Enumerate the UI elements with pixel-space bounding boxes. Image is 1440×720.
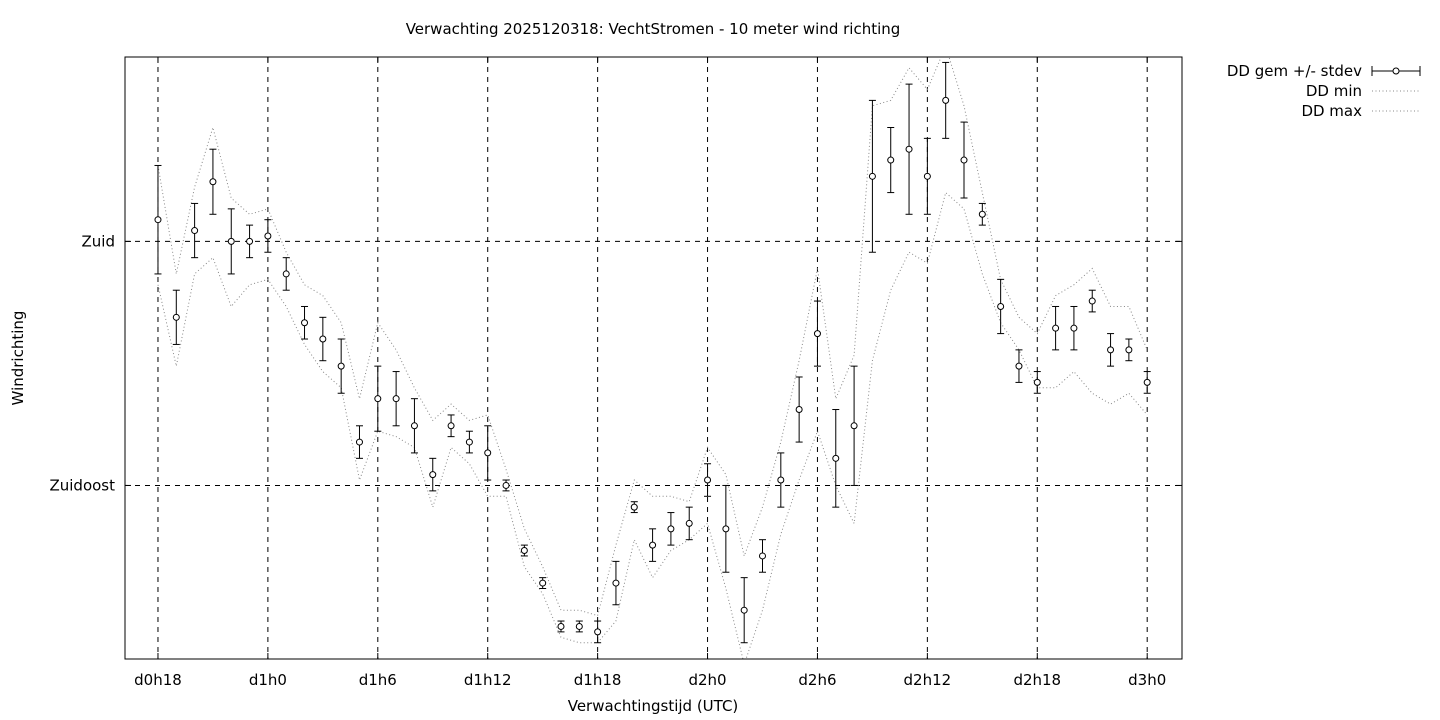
data-point — [887, 156, 895, 164]
data-point — [246, 237, 254, 245]
legend: DD gem +/- stdev DD min DD max — [1227, 62, 1421, 120]
x-tick-label: d3h0 — [1128, 671, 1166, 689]
x-ticks: d0h18 d1h0 d1h6 d1h12 d1h18 d2h0 d2h6 d2h12 d2h1… — [134, 57, 1166, 689]
data-point — [465, 438, 473, 446]
data-point — [832, 454, 840, 462]
data-point — [429, 471, 437, 479]
data-point — [997, 302, 1005, 310]
data-point — [795, 406, 803, 414]
data-point — [594, 628, 602, 636]
data-point — [264, 232, 272, 240]
legend-point — [1392, 67, 1400, 75]
dd-min-line — [157, 191, 1148, 659]
data-point — [172, 313, 180, 321]
legend-label-min: DD min — [1306, 82, 1362, 100]
data-point — [1125, 346, 1133, 354]
data-point — [447, 422, 455, 430]
data-point — [319, 335, 327, 343]
data-point — [813, 330, 821, 338]
data-point — [1052, 324, 1060, 332]
data-point — [1143, 378, 1151, 386]
data-point — [1088, 297, 1096, 305]
data-point — [777, 476, 785, 484]
data-point — [758, 552, 766, 560]
legend-label-max: DD max — [1301, 102, 1362, 120]
data-point — [191, 227, 199, 235]
x-tick-label: d2h18 — [1013, 671, 1061, 689]
data-point — [410, 422, 418, 430]
y-tick-label: Zuidoost — [49, 476, 115, 494]
x-tick-label: d0h18 — [134, 671, 182, 689]
data-point — [722, 525, 730, 533]
data-point — [557, 622, 565, 630]
data-point — [520, 547, 528, 555]
y-ticks: Zuidoost Zuid — [49, 232, 1182, 494]
chart-title: Verwachting 2025120318: VechtStromen - 1… — [406, 20, 901, 38]
y-tick-label: Zuid — [82, 232, 115, 250]
data-point — [630, 503, 638, 511]
series-dd-mean-stdev — [154, 61, 1151, 644]
x-tick-label: d2h0 — [688, 671, 726, 689]
data-point — [374, 395, 382, 403]
series-dd-min — [157, 191, 1148, 659]
data-point — [502, 481, 510, 489]
data-point — [649, 541, 657, 549]
data-point — [960, 156, 968, 164]
data-point — [301, 319, 309, 327]
data-point — [337, 362, 345, 370]
data-point — [1015, 362, 1023, 370]
data-point — [1070, 324, 1078, 332]
x-tick-label: d1h6 — [359, 671, 397, 689]
data-point — [978, 210, 986, 218]
legend-label-mean: DD gem +/- stdev — [1227, 62, 1362, 80]
data-point — [1033, 378, 1041, 386]
x-tick-label: d1h18 — [574, 671, 622, 689]
data-point — [392, 395, 400, 403]
data-point — [942, 96, 950, 104]
plot-frame — [124, 56, 1183, 660]
x-tick-label: d2h6 — [798, 671, 836, 689]
series-dd-max — [157, 57, 1148, 617]
data-point — [154, 216, 162, 224]
x-tick-label: d1h0 — [249, 671, 287, 689]
data-point — [355, 438, 363, 446]
data-point — [227, 237, 235, 245]
grid-lines — [125, 57, 1182, 659]
data-point — [209, 178, 217, 186]
data-point — [282, 270, 290, 278]
x-tick-label: d1h12 — [464, 671, 512, 689]
data-point — [612, 579, 620, 587]
x-tick-label: d2h12 — [904, 671, 952, 689]
y-axis-label: Windrichting — [9, 311, 27, 406]
data-point — [740, 606, 748, 614]
data-point — [923, 172, 931, 180]
data-point — [1107, 346, 1115, 354]
data-point — [850, 422, 858, 430]
data-point — [905, 145, 913, 153]
data-point — [868, 172, 876, 180]
data-point — [539, 579, 547, 587]
data-point — [575, 622, 583, 630]
data-point — [685, 519, 693, 527]
data-point — [704, 476, 712, 484]
x-axis-label: Verwachtingstijd (UTC) — [568, 697, 739, 715]
data-point — [484, 449, 492, 457]
data-point — [667, 525, 675, 533]
dd-max-line — [157, 57, 1148, 617]
